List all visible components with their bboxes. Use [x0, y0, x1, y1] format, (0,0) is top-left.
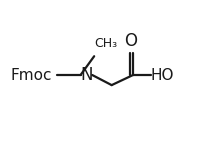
Text: Fmoc: Fmoc — [11, 68, 52, 82]
Text: O: O — [125, 32, 138, 50]
Text: CH₃: CH₃ — [94, 38, 117, 50]
Text: HO: HO — [151, 68, 174, 82]
Text: N: N — [80, 66, 93, 84]
